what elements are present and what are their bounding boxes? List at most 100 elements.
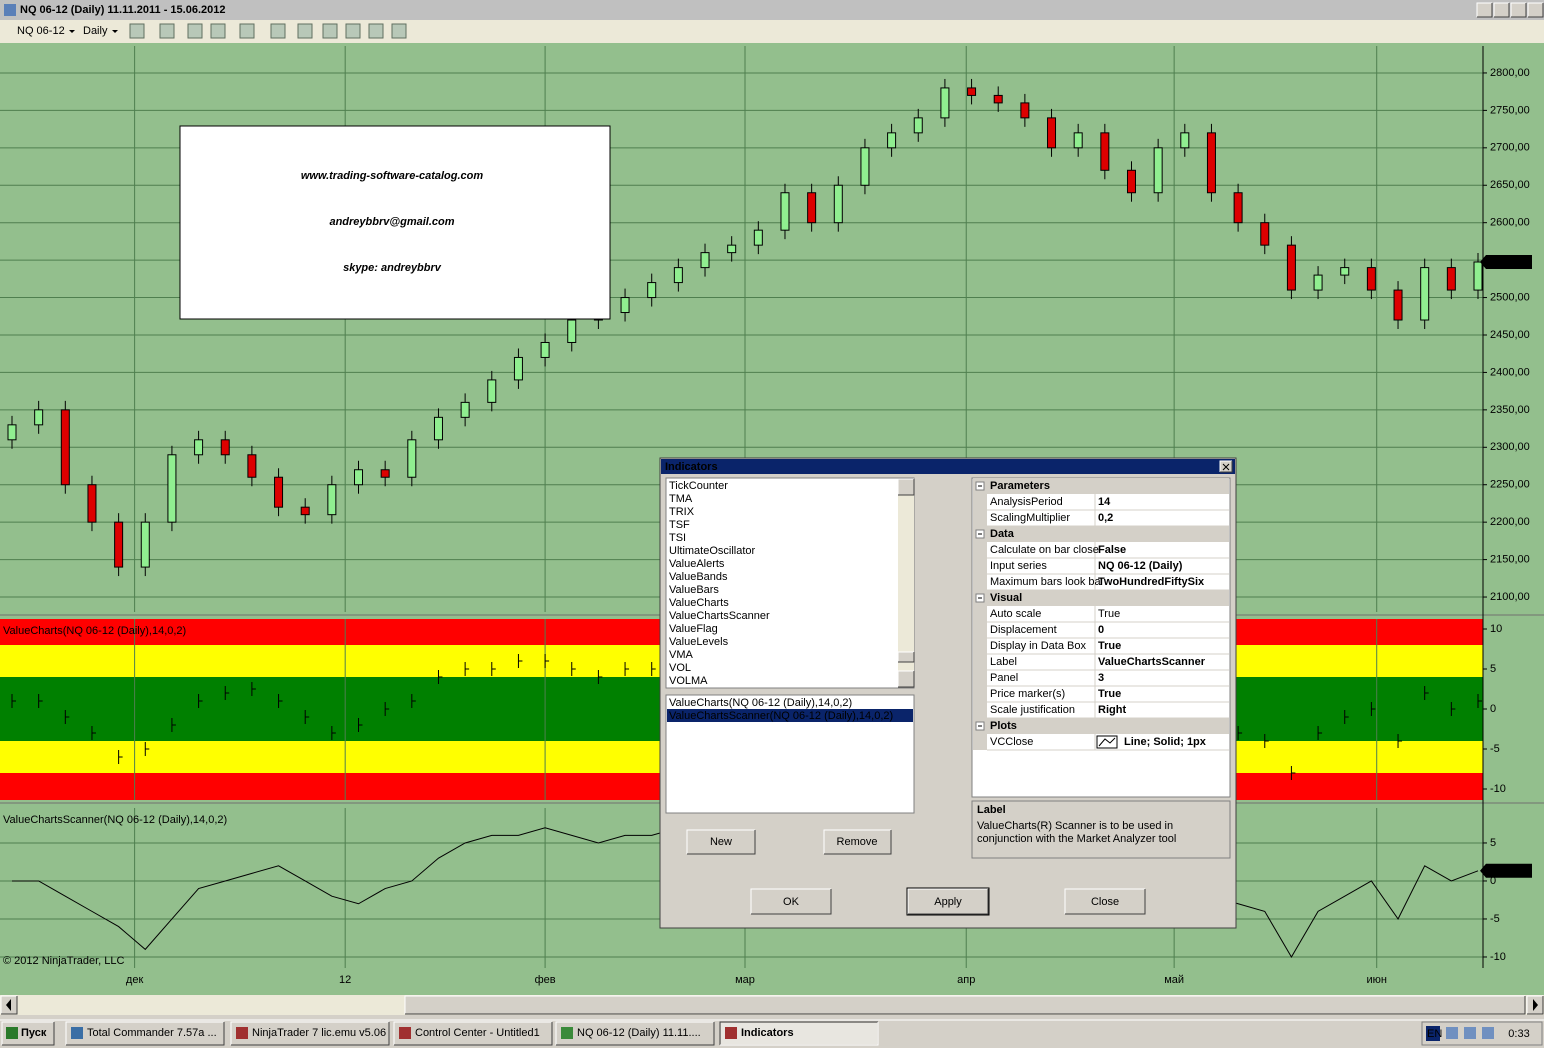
indicator-item[interactable]: TMA: [669, 493, 693, 505]
scroll-thumb[interactable]: [898, 652, 914, 662]
property-value[interactable]: 0: [1098, 624, 1104, 636]
property-value[interactable]: True: [1098, 640, 1121, 652]
button-label[interactable]: OK: [783, 896, 800, 908]
bevel: [1528, 3, 1544, 18]
candle-body: [1100, 132, 1110, 171]
task-button[interactable]: [394, 1022, 552, 1045]
toolbar-icon[interactable]: [159, 23, 175, 39]
start-logo: [6, 1027, 18, 1039]
property-value[interactable]: True: [1098, 608, 1120, 620]
button[interactable]: [687, 830, 755, 854]
toolbar-icon[interactable]: [297, 23, 313, 39]
window-button[interactable]: [1511, 3, 1526, 17]
scroll-down[interactable]: [898, 671, 914, 687]
y-tick-label: -5: [1490, 913, 1500, 925]
price-marker: [1480, 254, 1532, 269]
indicator-item[interactable]: VOLMA: [669, 675, 708, 687]
tray-icon[interactable]: [1446, 1027, 1458, 1039]
property-value[interactable]: 0,2: [1098, 512, 1113, 524]
applied-item[interactable]: ValueCharts(NQ 06-12 (Daily),14,0,2): [669, 697, 852, 709]
task-label[interactable]: Control Center - Untitled1: [415, 1027, 540, 1039]
window-button[interactable]: [1528, 3, 1543, 17]
bevel: [1220, 461, 1233, 473]
button-label[interactable]: New: [710, 836, 732, 848]
indicator-item[interactable]: TRIX: [669, 506, 695, 518]
button[interactable]: [751, 889, 831, 914]
button-label[interactable]: Remove: [837, 836, 878, 848]
tray-icon[interactable]: [1464, 1027, 1476, 1039]
indicator-item[interactable]: ValueChartsScanner: [669, 610, 770, 622]
indicator-item[interactable]: UltimateOscillator: [669, 545, 756, 557]
toolbar-icon[interactable]: [270, 23, 286, 39]
property-value[interactable]: False: [1098, 544, 1126, 556]
indicator-item[interactable]: TSI: [669, 532, 686, 544]
indicator-item[interactable]: ValueFlag: [669, 623, 718, 635]
button-label[interactable]: Apply: [934, 896, 962, 908]
property-value[interactable]: ValueChartsScanner: [1098, 656, 1206, 668]
applied-item[interactable]: ValueChartsScanner(NQ 06-12 (Daily),14,0…: [669, 710, 893, 722]
indicator-item[interactable]: ValueAlerts: [669, 558, 725, 570]
indicator-item[interactable]: VOL: [669, 662, 691, 674]
button[interactable]: [908, 889, 988, 914]
price-marker: [1480, 863, 1532, 878]
task-icon: [725, 1027, 737, 1039]
task-label[interactable]: Total Commander 7.57a ...: [87, 1027, 217, 1039]
property-value[interactable]: Line; Solid; 1px: [1124, 736, 1207, 748]
toolbar-icon[interactable]: [345, 23, 361, 39]
start-label[interactable]: Пуск: [21, 1027, 47, 1039]
toolbar-icon[interactable]: [322, 23, 338, 39]
property-name: Display in Data Box: [990, 640, 1086, 652]
task-button[interactable]: [556, 1022, 714, 1045]
button[interactable]: [824, 830, 891, 854]
indicator-item[interactable]: ValueCharts: [669, 597, 729, 609]
property-value[interactable]: True: [1098, 688, 1121, 700]
property-name: Input series: [990, 560, 1047, 572]
indicator-item[interactable]: ValueBands: [669, 571, 728, 583]
bevel: [908, 889, 989, 915]
button[interactable]: [1065, 889, 1145, 914]
y-tick-label: 5: [1490, 663, 1496, 675]
tray-icon[interactable]: [1482, 1027, 1494, 1039]
candle-body: [140, 521, 150, 568]
indicator-item[interactable]: VMA: [669, 649, 694, 661]
property-value[interactable]: 3: [1098, 672, 1104, 684]
button-label[interactable]: Close: [1091, 896, 1119, 908]
indicator-item[interactable]: TickCounter: [669, 480, 728, 492]
task-button[interactable]: [66, 1022, 224, 1045]
property-value[interactable]: NQ 06-12 (Daily): [1098, 560, 1183, 572]
candle-body: [1233, 192, 1243, 224]
toolbar-icon[interactable]: [368, 23, 384, 39]
y-tick-label: 2450,00: [1490, 329, 1530, 341]
toolbar-icon[interactable]: [187, 23, 203, 39]
window-button[interactable]: [1494, 3, 1509, 17]
toolbar-icon[interactable]: [391, 23, 407, 39]
toolbar-icon[interactable]: [210, 23, 226, 39]
candle-body: [993, 94, 1003, 104]
bevel: [897, 478, 914, 495]
task-button[interactable]: [231, 1022, 389, 1045]
task-label[interactable]: NQ 06-12 (Daily) 11.11....: [577, 1027, 701, 1039]
task-label[interactable]: Indicators: [741, 1027, 794, 1039]
indicator-item[interactable]: ValueBars: [669, 584, 719, 596]
indicator-item[interactable]: ValueLevels: [669, 636, 729, 648]
toolbar-icon[interactable]: [239, 23, 255, 39]
scroll-thumb[interactable]: [405, 996, 1525, 1014]
copyright: © 2012 NinjaTrader, LLC: [3, 955, 124, 967]
x-tick-label: июн: [1366, 974, 1386, 986]
property-value[interactable]: 14: [1098, 496, 1111, 508]
period-select[interactable]: Daily: [83, 25, 108, 37]
y-tick-label: -10: [1490, 951, 1506, 963]
indicator-item[interactable]: TSF: [669, 519, 690, 531]
property-value[interactable]: TwoHundredFiftySix: [1098, 576, 1205, 588]
property-value[interactable]: Right: [1098, 704, 1126, 716]
scroll-up[interactable]: [898, 479, 914, 495]
toolbar-icon[interactable]: [129, 23, 145, 39]
grid-gutter: [973, 558, 987, 574]
task-label[interactable]: NinjaTrader 7 lic.emu v5.06: [252, 1027, 386, 1039]
grid-gutter: [973, 654, 987, 670]
instrument-select[interactable]: NQ 06-12: [17, 25, 65, 37]
bevel: [555, 1021, 714, 1045]
bevel: [393, 1021, 552, 1045]
candle-body: [1260, 222, 1270, 246]
window-button[interactable]: [1477, 3, 1492, 17]
